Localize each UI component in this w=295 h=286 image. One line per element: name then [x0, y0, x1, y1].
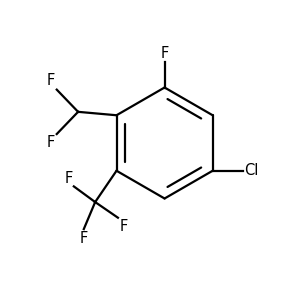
Text: F: F — [47, 135, 55, 150]
Text: F: F — [47, 74, 55, 88]
Text: F: F — [119, 219, 128, 234]
Text: F: F — [80, 231, 88, 245]
Text: F: F — [64, 170, 72, 186]
Text: F: F — [160, 46, 169, 61]
Text: Cl: Cl — [244, 163, 258, 178]
